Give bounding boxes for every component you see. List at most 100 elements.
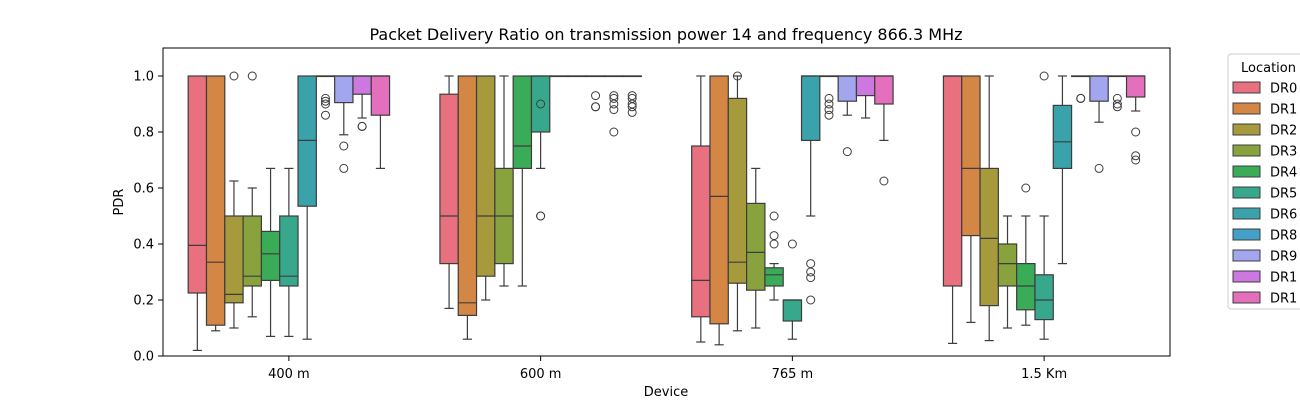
box-dr6-1 <box>549 75 569 78</box>
box-body <box>1034 274 1054 321</box>
box-dr1-3 <box>1125 75 1146 165</box>
box-body <box>746 202 766 291</box>
box-body <box>691 145 711 318</box>
y-tick-label: 1.0 <box>133 70 154 85</box>
legend-swatch <box>1232 291 1261 304</box>
outlier-point <box>536 99 546 109</box>
legend-swatch <box>1232 165 1261 178</box>
legend-entry: DR1 <box>1270 271 1297 286</box>
outlier-point <box>806 259 816 269</box>
legend-swatch <box>1232 144 1261 157</box>
outlier-point <box>842 147 852 157</box>
box-dr3-3 <box>997 215 1018 329</box>
legend-entry: DR1 <box>1270 103 1297 118</box>
box-dr3-0 <box>242 71 263 318</box>
box-dr6-2 <box>800 75 821 305</box>
box-body <box>874 75 894 105</box>
legend-swatch <box>1232 123 1261 136</box>
outlier-point <box>591 91 601 101</box>
box-dr1-1 <box>604 75 624 137</box>
box-body <box>224 215 244 304</box>
box-dr1-2 <box>709 75 729 346</box>
outlier-point <box>1131 155 1141 165</box>
box-body <box>1016 263 1036 311</box>
x-tick-label: 1.5 Km <box>1021 367 1067 382</box>
x-axis: 400 m 600 m 765 m 1.5 Km <box>268 356 1067 382</box>
box-dr0-2 <box>691 75 711 343</box>
box-dr5-1 <box>530 75 551 221</box>
box-dr9-2 <box>837 75 858 157</box>
legend-title: Location <box>1241 61 1296 76</box>
legend-swatch <box>1232 186 1261 199</box>
box-body <box>297 75 317 207</box>
legend-swatch <box>1232 249 1261 262</box>
outlier-point <box>769 211 779 221</box>
box-body <box>352 75 372 95</box>
legend-entry: DR3 <box>1270 145 1297 160</box>
legend-entry: DR1 <box>1270 292 1297 307</box>
y-tick-label: 0.2 <box>133 294 154 309</box>
outlier-point <box>609 127 619 137</box>
box-body <box>242 215 263 287</box>
box-dr4-1 <box>512 75 533 287</box>
box-body <box>260 230 281 281</box>
outlier-point <box>320 99 330 109</box>
box-dr6-0 <box>297 75 317 340</box>
box-body <box>475 75 496 277</box>
legend: Location DR0 DR1 DR2 DR3 DR4 DR5 DR6 DR8 DR9 DR1 D… <box>1227 53 1300 310</box>
box-body <box>764 267 784 287</box>
outlier-point <box>339 141 349 151</box>
box-dr1-2 <box>855 75 876 119</box>
axes-frame <box>162 47 1171 357</box>
legend-swatch <box>1232 207 1261 220</box>
outlier-point <box>732 71 742 81</box>
box-dr8-3 <box>1070 75 1091 103</box>
box-dr5-0 <box>279 167 299 337</box>
outlier-point <box>627 102 637 112</box>
legend-swatch <box>1232 102 1261 115</box>
box-body <box>997 243 1018 287</box>
outlier-point <box>787 239 797 249</box>
box-dr2-2 <box>727 71 748 332</box>
x-tick-label: 400 m <box>268 367 310 382</box>
box-dr5-3 <box>1034 71 1054 340</box>
legend-frame <box>1227 53 1300 310</box>
outlier-point <box>806 273 816 283</box>
outlier-point <box>1131 127 1141 137</box>
box-dr3-2 <box>746 167 766 329</box>
box-dr2-1 <box>475 75 496 301</box>
outlier-point <box>824 93 834 103</box>
box-dr1-0 <box>352 75 372 131</box>
box-dr8-2 <box>819 75 839 120</box>
outlier-point <box>1131 151 1141 161</box>
box-dr9-0 <box>334 75 354 173</box>
outlier-point <box>1112 99 1122 109</box>
box-dr1-0 <box>205 75 226 332</box>
outlier-point <box>879 176 889 186</box>
box-dr4-2 <box>764 211 784 301</box>
box-body <box>205 75 226 326</box>
outlier-point <box>229 71 239 81</box>
outlier-point <box>806 267 816 277</box>
box-dr1-1 <box>457 75 478 340</box>
x-tick-label: 600 m <box>520 367 562 382</box>
box-dr0-0 <box>187 75 208 351</box>
x-axis-label: Device <box>644 385 688 400</box>
box-dr1-2 <box>874 75 894 186</box>
legend-swatch <box>1232 228 1261 241</box>
outlier-point <box>769 231 779 241</box>
outlier-point <box>824 110 834 120</box>
box-dr0-1 <box>439 75 459 309</box>
outlier-point <box>806 295 816 305</box>
box-dr9-3 <box>1089 75 1109 173</box>
box-body <box>187 75 208 294</box>
legend-entry: DR5 <box>1270 187 1297 202</box>
box-body <box>961 75 981 237</box>
box-dr0-3 <box>942 75 963 344</box>
box-body <box>457 75 478 316</box>
legend-entry: DR9 <box>1270 250 1297 265</box>
outlier-point <box>1112 102 1122 112</box>
box-dr4-3 <box>1016 183 1036 326</box>
box-body <box>370 75 391 116</box>
box-dr1-3 <box>1107 75 1128 112</box>
